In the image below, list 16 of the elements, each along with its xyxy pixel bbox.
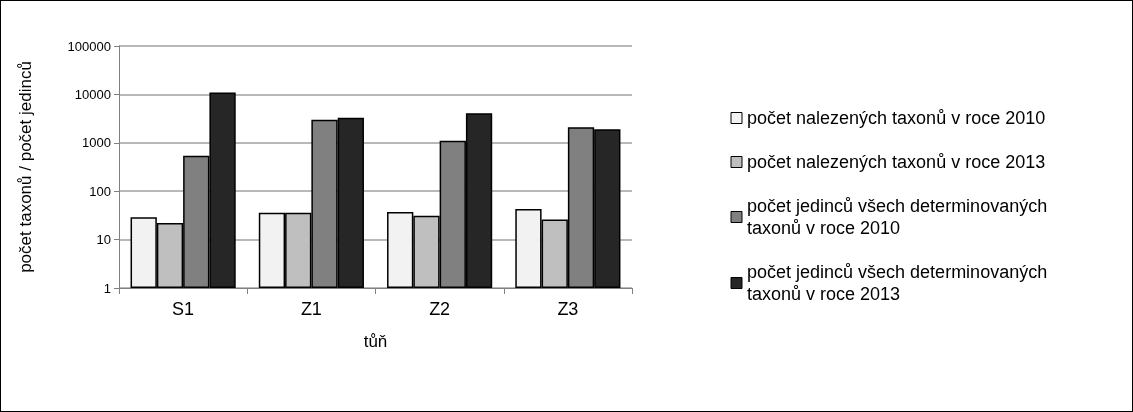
y-tick-label: 1 [103, 280, 111, 296]
legend-label: počet nalezených taxonů v roce 2010 [747, 108, 1046, 128]
x-tick-label: Z2 [429, 299, 451, 319]
y-tick-label: 1000 [82, 135, 111, 151]
x-tick-label: Z3 [557, 299, 579, 319]
y-tick-label: 100000 [67, 38, 111, 54]
y-tick-label: 100 [89, 183, 111, 199]
legend-label: počet nalezených taxonů v roce 2013 [747, 152, 1046, 172]
x-tick-label: S1 [172, 299, 195, 319]
x-axis-title: tůň [363, 332, 388, 351]
y-tick-label: 10 [96, 232, 111, 248]
y-axis-title: počet taxonů / počet jedinců [16, 61, 35, 273]
legend-label: počet jedinců všech determinovaných taxonů v roce 2013 [747, 262, 1053, 304]
x-tick-label: Z1 [300, 299, 322, 319]
y-tick-label: 10000 [74, 86, 111, 102]
legend-label: počet jedinců všech determinovaných taxonů v roce 2010 [747, 196, 1053, 238]
